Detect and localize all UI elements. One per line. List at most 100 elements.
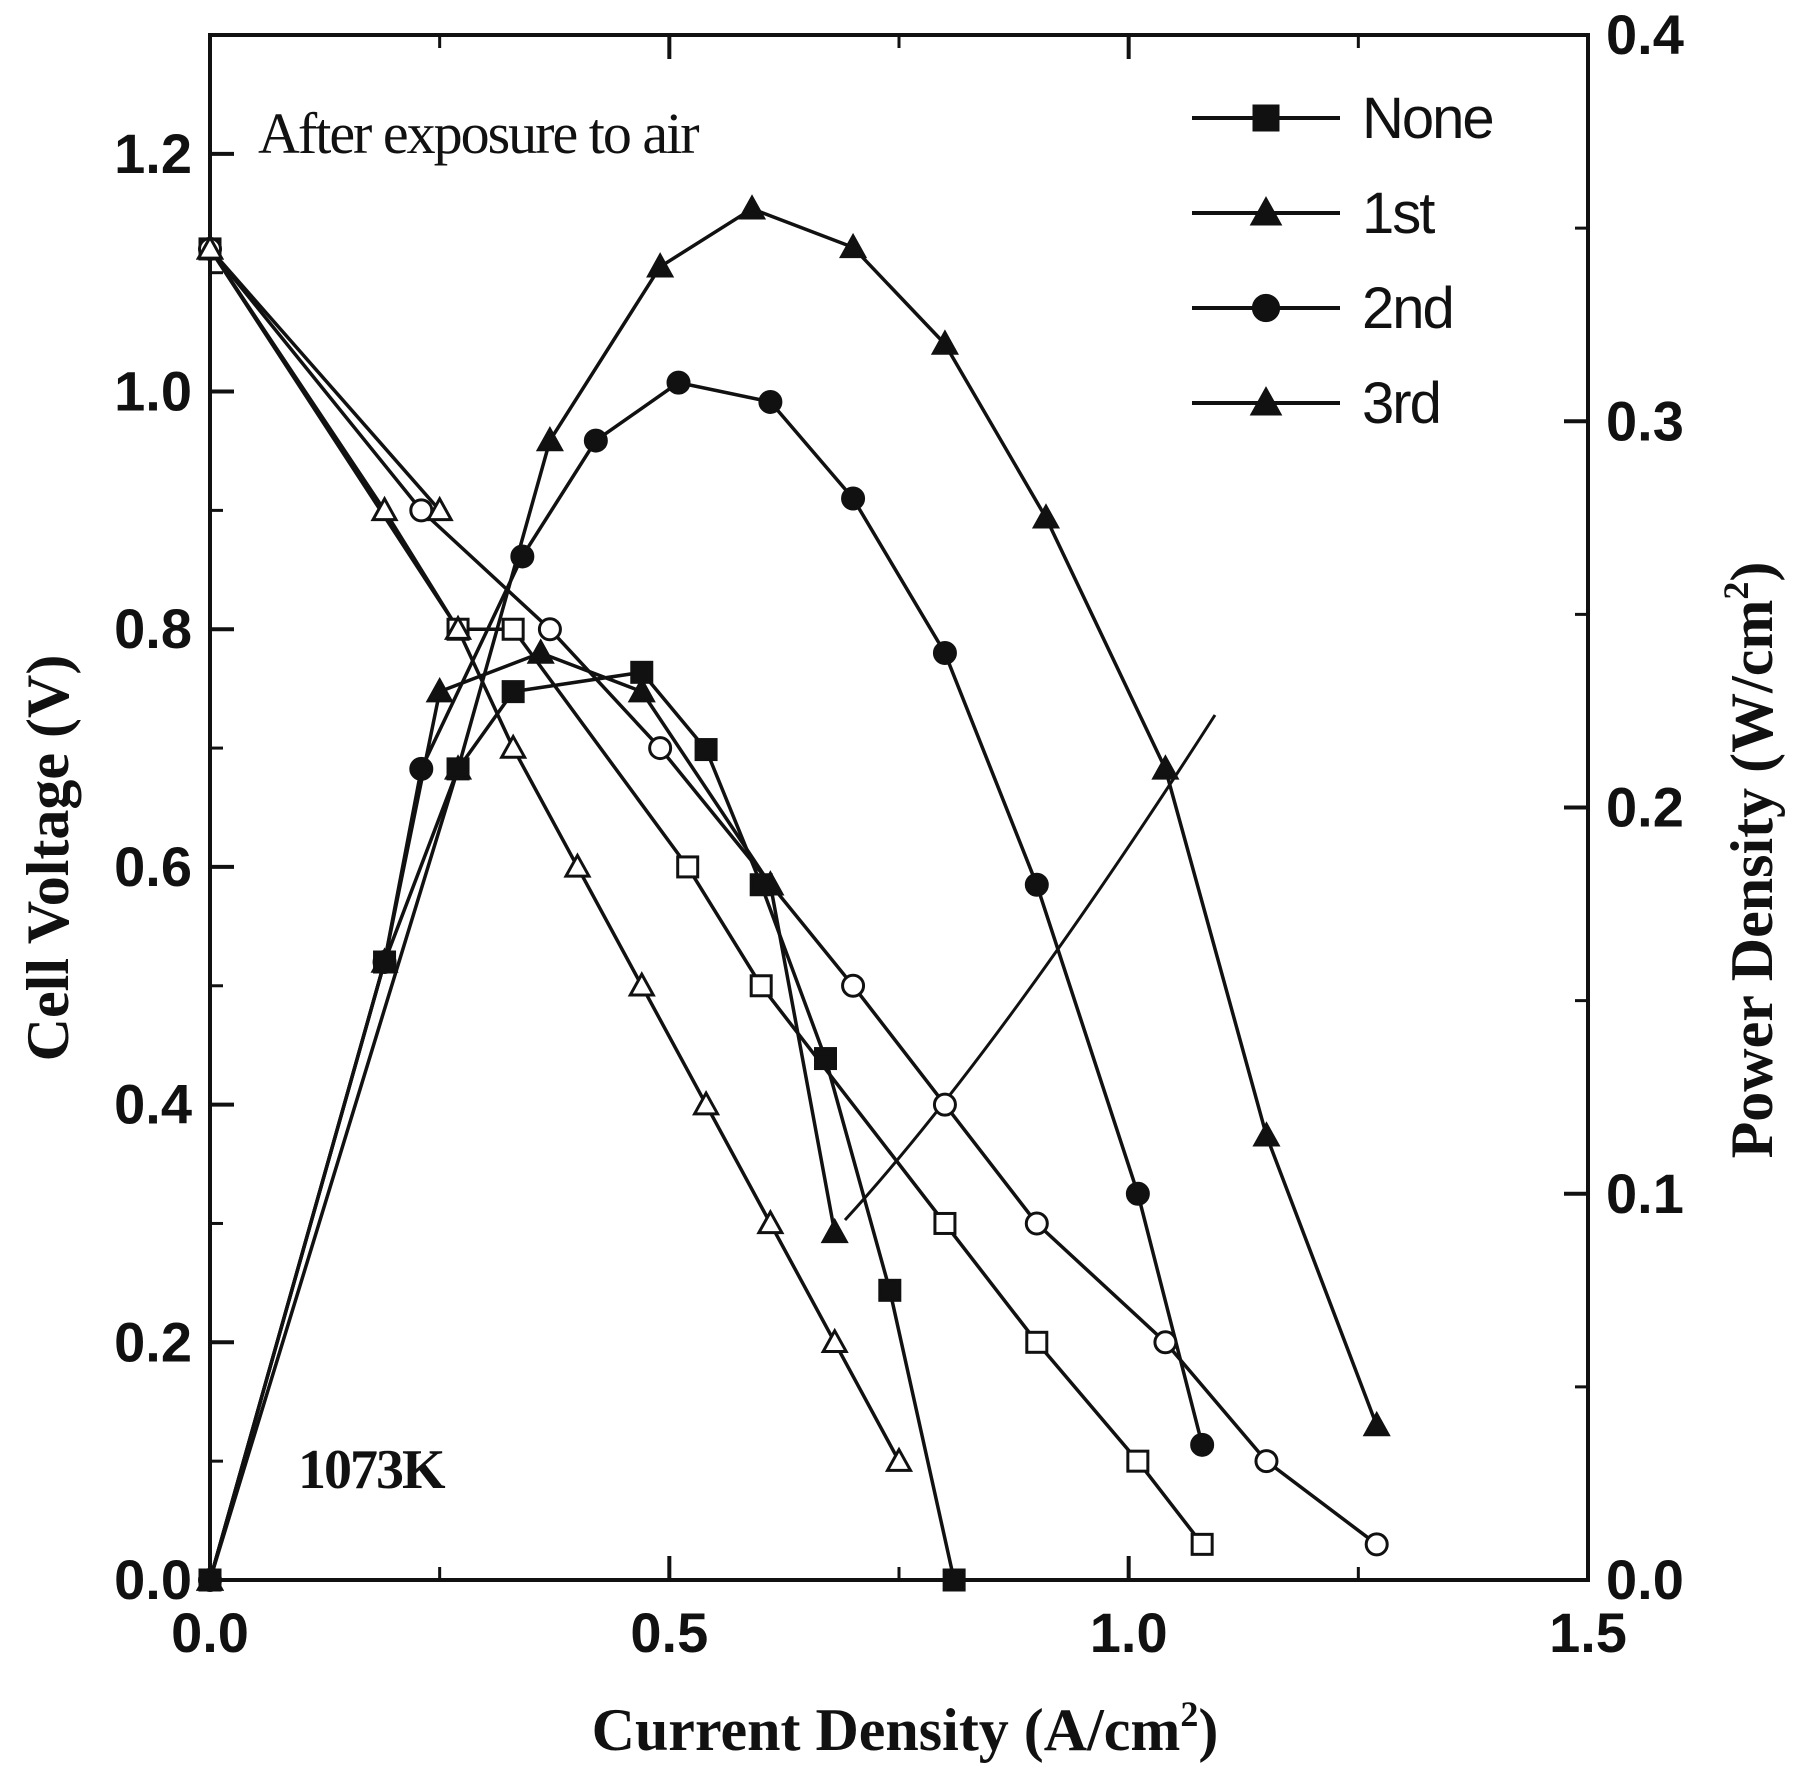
series-2nd-power-point (841, 486, 866, 511)
series-1st-voltage-point (692, 1090, 721, 1116)
series-3rd-power-point (930, 329, 959, 355)
series-1st-voltage-line (208, 247, 901, 1463)
series-2nd-power-point (666, 370, 691, 395)
series-2nd-power-point (932, 641, 957, 665)
legend-item-2nd-marker (1251, 293, 1281, 323)
series-none-power-line (208, 670, 956, 1581)
extra-curve (843, 714, 1217, 1222)
series-none-voltage-point (749, 974, 773, 998)
series-2nd-power-point (1125, 1181, 1150, 1206)
series-1st-power-point (526, 638, 555, 664)
series-none-voltage-point (501, 617, 525, 641)
series-none-voltage-point (1190, 1532, 1214, 1556)
series-1st-voltage-point (563, 852, 592, 878)
series-3rd-power-point (1031, 503, 1061, 529)
series-1st-voltage-point (627, 971, 656, 997)
legend-item-2nd-label: 2nd (1362, 276, 1453, 341)
series-3rd-power-point (839, 232, 868, 259)
x-tick-label: 1.0 (1090, 1601, 1168, 1664)
series-1st-voltage-point (756, 1208, 785, 1235)
series-3rd-voltage-point (425, 495, 454, 522)
legend-item-none-marker (1252, 104, 1280, 132)
series-1st-voltage-point (499, 733, 528, 759)
series-2nd-voltage-point (1024, 1211, 1049, 1236)
x-tick-label: 1.5 (1549, 1601, 1627, 1664)
series-none-power-point (942, 1568, 966, 1592)
series-2nd-voltage-point (1254, 1449, 1279, 1474)
series-none-power-point (878, 1278, 902, 1302)
series-1st-power-point (627, 677, 656, 703)
series-2nd-power-point (1190, 1432, 1215, 1457)
series-2nd-voltage-point (841, 973, 866, 998)
series-3rd-voltage-line (208, 247, 442, 512)
series-1st-power-point (756, 870, 785, 896)
y2-tick-label: 0.3 (1606, 389, 1684, 452)
legend-item-3rd-marker (1249, 386, 1283, 416)
curves-layer (208, 207, 1379, 1581)
series-2nd-voltage-point (648, 736, 673, 761)
series-2nd-power-point (409, 756, 434, 781)
series-2nd-power-point (583, 428, 608, 453)
y-tick-label: 0.2 (114, 1310, 192, 1373)
y2-tick-label: 0.4 (1606, 3, 1684, 66)
plot-frame-layer (208, 33, 1590, 1582)
series-2nd-power-point (1024, 872, 1049, 897)
series-3rd-power-point (737, 194, 767, 220)
series-3rd-power-point (1151, 754, 1180, 780)
series-1st-power-point (820, 1217, 849, 1244)
series-none-voltage-point (1025, 1330, 1049, 1354)
series-none-voltage-point (933, 1211, 957, 1235)
y-tick-label: 0.8 (114, 597, 192, 660)
legend-item-1st-marker (1249, 196, 1283, 226)
series-3rd-power-point (535, 425, 564, 452)
x-tick-label: 0.5 (630, 1601, 708, 1664)
y2-tick-label: 0.2 (1606, 776, 1684, 839)
y2-tick-label: 0.0 (1606, 1548, 1684, 1611)
y-axis-title: Cell Voltage (V) (15, 655, 81, 1062)
y-tick-label: 1.0 (114, 360, 192, 423)
y-tick-label: 0.4 (114, 1073, 192, 1136)
legend-item-3rd-label: 3rd (1362, 371, 1440, 436)
series-2nd-power-point (372, 950, 397, 974)
y2-axis-title: Power Density (W/cm2) (1716, 562, 1785, 1159)
series-none-power-point (694, 738, 718, 762)
legend: None 1st 2nd 3rd (1192, 86, 1495, 436)
series-2nd-voltage-point (1153, 1330, 1178, 1355)
series-3rd-power-point (1252, 1121, 1281, 1147)
series-1st-voltage-point (820, 1327, 849, 1354)
series-3rd-power-point (195, 1565, 225, 1591)
series-none-power-point (814, 1047, 838, 1071)
series-3rd-power-point (1362, 1410, 1391, 1437)
legend-item-1st-label: 1st (1362, 181, 1435, 246)
annotation-temperature: 1073K (298, 1439, 446, 1501)
series-3rd-power-point (443, 754, 473, 780)
y-tick-label: 0.6 (114, 835, 192, 898)
tick-labels-layer: 0.0 0.5 1.0 1.50.00.20.40.60.81.01.20.00.10… (114, 3, 1684, 1664)
markers-layer (195, 194, 1391, 1592)
series-2nd-voltage-point (1364, 1532, 1389, 1557)
x-tick-label: 0.0 (171, 1601, 249, 1664)
series-2nd-power-point (510, 544, 535, 569)
series-1st-voltage-point (370, 495, 399, 522)
series-none-voltage-line (208, 247, 1204, 1546)
y-tick-label: 1.2 (114, 122, 192, 185)
series-2nd-voltage-point (537, 617, 562, 642)
series-2nd-power-line (208, 380, 1204, 1581)
y2-tick-label: 0.1 (1606, 1162, 1684, 1225)
annotation-exposure: After exposure to air (258, 101, 699, 166)
x-axis-title: Current Density (A/cm2) (592, 1694, 1219, 1763)
series-3rd-voltage-point (195, 234, 225, 260)
series-1st-voltage-point (884, 1446, 914, 1472)
series-none-power-point (501, 680, 525, 704)
series-1st-power-point (425, 677, 454, 703)
series-3rd-power-line (208, 207, 1379, 1581)
series-1st-voltage-point (443, 614, 473, 640)
series-2nd-power-point (758, 389, 783, 414)
legend-item-none-label: None (1362, 86, 1493, 151)
series-none-voltage-point (676, 855, 700, 879)
series-none-voltage-point (1126, 1449, 1150, 1473)
series-2nd-voltage-point (932, 1092, 957, 1117)
series-2nd-voltage-line (208, 247, 1378, 1546)
y-tick-label: 0.0 (114, 1548, 192, 1611)
